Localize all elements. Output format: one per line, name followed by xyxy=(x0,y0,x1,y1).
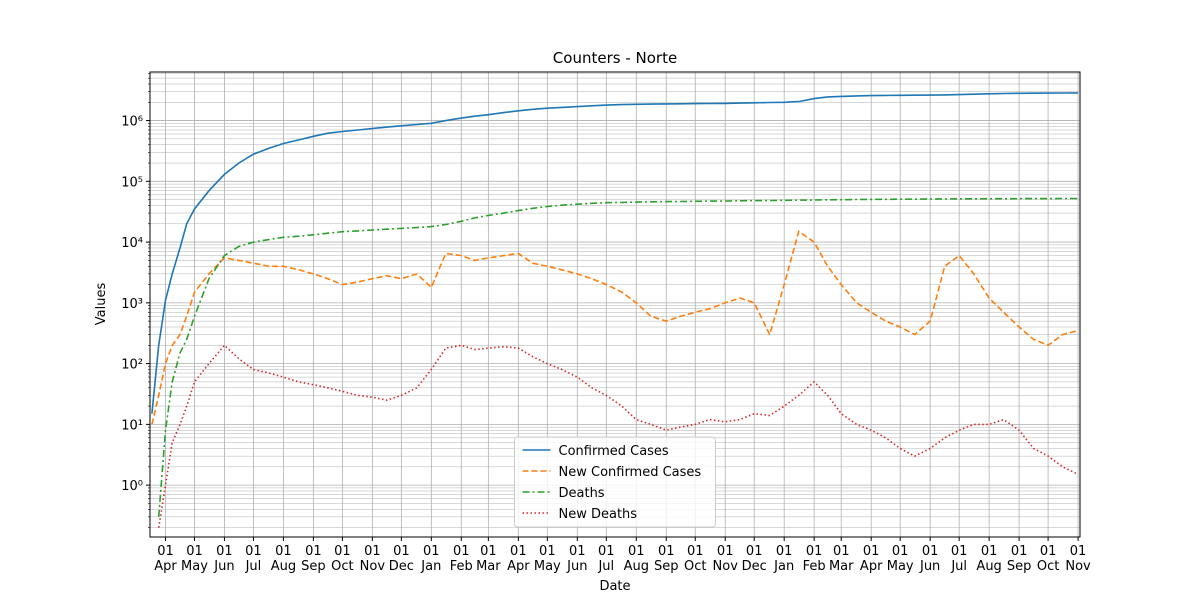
y-tick-label: 10⁵ xyxy=(121,175,143,190)
y-tick-label: 10³ xyxy=(121,297,143,312)
x-tick-label: 01 Sep xyxy=(654,544,679,574)
legend-label: New Deaths xyxy=(559,507,638,522)
x-tick-label: 01 Feb xyxy=(803,544,826,574)
x-tick-label: 01 Aug xyxy=(624,544,649,574)
series-line xyxy=(157,344,1079,528)
y-tick-label: 10² xyxy=(121,358,143,373)
x-tick-label: 01 Mar xyxy=(829,544,854,574)
legend-label: Confirmed Cases xyxy=(559,444,669,459)
x-tick-label: 01 May xyxy=(534,544,561,574)
legend-label: New Confirmed Cases xyxy=(559,465,702,480)
x-tick-label: 01 Mar xyxy=(476,544,501,574)
x-tick-label: 01 Dec xyxy=(389,544,414,574)
x-tick-label: 01 Jun xyxy=(566,544,587,574)
x-tick-label: 01 May xyxy=(887,544,914,574)
y-tick-label: 10⁴ xyxy=(121,236,143,251)
y-tick-label: 10¹ xyxy=(121,418,143,433)
y-axis-label: Values xyxy=(94,283,109,326)
legend-box xyxy=(514,436,716,528)
x-tick-label: 01 Nov xyxy=(1065,544,1091,574)
chart-title: Counters - Norte xyxy=(553,49,677,67)
x-tick-label: 01 Jul xyxy=(245,544,262,574)
x-tick-label: 01 Feb xyxy=(450,544,473,574)
x-tick-label: 01 Oct xyxy=(331,544,353,574)
x-tick-label: 01 Jan xyxy=(773,544,794,574)
x-tick-label: 01 Dec xyxy=(742,544,767,574)
x-tick-label: 01 Jan xyxy=(420,544,441,574)
legend-label: Deaths xyxy=(559,486,605,501)
x-tick-label: 01 Apr xyxy=(154,544,177,574)
x-tick-label: 01 Aug xyxy=(976,544,1001,574)
x-tick-label: 01 Apr xyxy=(860,544,883,574)
x-tick-label: 01 Apr xyxy=(507,544,530,574)
series-line xyxy=(151,92,1079,414)
x-tick-label: 01 Oct xyxy=(1037,544,1059,574)
x-tick-label: 01 Jul xyxy=(597,544,614,574)
x-tick-label: 01 Jun xyxy=(213,544,234,574)
series-line xyxy=(157,197,1079,517)
x-tick-label: 01 May xyxy=(181,544,208,574)
x-tick-label: 01 Nov xyxy=(360,544,386,574)
y-tick-label: 10⁶ xyxy=(121,115,143,130)
x-tick-label: 01 Sep xyxy=(1007,544,1032,574)
legend: Confirmed Cases New Confirmed Cases Deaths… xyxy=(514,436,716,528)
y-tick-label: 10⁰ xyxy=(121,479,143,494)
plot-frame xyxy=(149,71,1081,538)
x-tick-label: 01 Jul xyxy=(950,544,967,574)
x-tick-label: 01 Sep xyxy=(301,544,326,574)
x-tick-label: 01 Jun xyxy=(919,544,940,574)
x-tick-label: 01 Nov xyxy=(713,544,739,574)
x-tick-label: 01 Aug xyxy=(271,544,296,574)
x-axis-label: Date xyxy=(599,579,630,594)
series-line xyxy=(151,230,1079,425)
x-tick-label: 01 Oct xyxy=(684,544,706,574)
